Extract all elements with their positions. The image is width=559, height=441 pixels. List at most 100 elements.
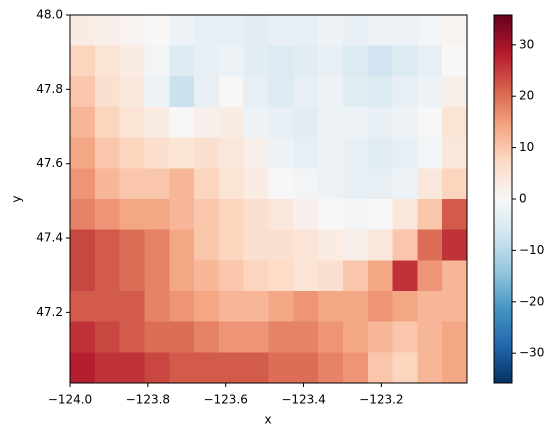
heatmap-cell: [268, 137, 294, 169]
heatmap-cell: [218, 321, 245, 353]
heatmap-cell: [442, 352, 468, 384]
heatmap-cell: [218, 229, 245, 261]
heatmap-cell: [293, 352, 319, 384]
heatmap-cell: [342, 229, 369, 261]
heatmap-cell: [442, 199, 468, 231]
heatmap-cell: [119, 352, 145, 384]
heatmap-cell: [293, 291, 319, 323]
heatmap-cell: [268, 321, 294, 353]
heatmap-cell: [268, 352, 294, 384]
heatmap-cell: [194, 352, 220, 384]
heatmap-cell: [119, 199, 145, 231]
heatmap-cell: [442, 45, 468, 77]
heatmap-cell: [70, 107, 96, 139]
heatmap-cell: [169, 352, 195, 384]
heatmap-cell: [417, 199, 443, 231]
heatmap-cell: [417, 352, 443, 384]
heatmap-cell: [144, 168, 170, 200]
heatmap-cell: [194, 107, 220, 139]
heatmap-cell: [218, 199, 245, 231]
heatmap-cell: [268, 15, 294, 47]
heatmap-cell: [243, 352, 269, 384]
heatmap-cell: [392, 168, 418, 200]
heatmap-cell: [243, 137, 269, 169]
colorbar-tick-label: 30: [519, 37, 534, 51]
heatmap-cell: [70, 15, 96, 47]
heatmap-cell: [119, 291, 145, 323]
heatmap-cell: [342, 15, 369, 47]
heatmap-cell: [243, 168, 269, 200]
heatmap-cell: [367, 199, 394, 231]
heatmap-cell: [318, 321, 344, 353]
heatmap-cell: [417, 260, 443, 292]
heatmap-cell: [268, 229, 294, 261]
heatmap-cell: [293, 107, 319, 139]
heatmap-cell: [442, 260, 468, 292]
heatmap-cell: [293, 15, 319, 47]
heatmap-cell: [342, 45, 369, 77]
heatmap-cell: [218, 168, 245, 200]
heatmap-cell: [218, 137, 245, 169]
heatmap-cell: [268, 76, 294, 108]
y-tick-label: 47.4: [36, 231, 63, 245]
heatmap-cell: [367, 45, 394, 77]
heatmap-cell: [293, 45, 319, 77]
colorbar-tick-label: −20: [519, 294, 544, 308]
heatmap-cell: [392, 76, 418, 108]
y-tick-label: 47.8: [36, 82, 63, 96]
heatmap-cell: [318, 199, 344, 231]
heatmap-cell: [442, 229, 468, 261]
heatmap-cell: [144, 321, 170, 353]
heatmap-cell: [268, 291, 294, 323]
heatmap-cell: [268, 107, 294, 139]
heatmap-cell: [318, 137, 344, 169]
heatmap-cell: [392, 321, 418, 353]
heatmap-cell: [218, 291, 245, 323]
heatmap-cell: [169, 168, 195, 200]
heatmap-cell: [119, 168, 145, 200]
heatmap-cell: [194, 229, 220, 261]
heatmap-cell: [70, 260, 96, 292]
heatmap-cell: [144, 45, 170, 77]
y-tick-label: 48.0: [36, 8, 63, 22]
heatmap-cell: [169, 260, 195, 292]
heatmap-cell: [194, 15, 220, 47]
heatmap-cell: [243, 45, 269, 77]
heatmap-cell: [94, 260, 121, 292]
heatmap-cell: [169, 321, 195, 353]
heatmap-cell: [318, 15, 344, 47]
heatmap-cell: [194, 199, 220, 231]
heatmap-cell: [218, 260, 245, 292]
heatmap-cell: [144, 199, 170, 231]
heatmap-cell: [318, 260, 344, 292]
heatmap-cell: [218, 45, 245, 77]
heatmap-cell: [367, 352, 394, 384]
heatmap-cell: [169, 45, 195, 77]
plot-frame: [69, 14, 468, 384]
heatmap-cell: [169, 137, 195, 169]
heatmap-cell: [293, 168, 319, 200]
heatmap-cell: [318, 107, 344, 139]
heatmap-cell: [70, 229, 96, 261]
heatmap-cell: [442, 291, 468, 323]
heatmap-cell: [342, 168, 369, 200]
heatmap-cell: [342, 137, 369, 169]
heatmap-cell: [367, 168, 394, 200]
heatmap-cell: [367, 321, 394, 353]
heatmap-cell: [70, 321, 96, 353]
heatmap-cell: [169, 76, 195, 108]
heatmap-cell: [169, 15, 195, 47]
heatmap-cell: [94, 321, 121, 353]
heatmap-cell: [194, 291, 220, 323]
heatmap-cell: [169, 229, 195, 261]
heatmap-cell: [169, 291, 195, 323]
heatmap-cell: [144, 15, 170, 47]
heatmap-cell: [442, 76, 468, 108]
heatmap-cell: [119, 76, 145, 108]
heatmap-cell: [194, 321, 220, 353]
heatmap-cell: [293, 76, 319, 108]
heatmap-cell: [243, 15, 269, 47]
heatmap-cell: [119, 45, 145, 77]
heatmap-cell: [442, 321, 468, 353]
x-tick-label: −123.2: [359, 393, 403, 407]
